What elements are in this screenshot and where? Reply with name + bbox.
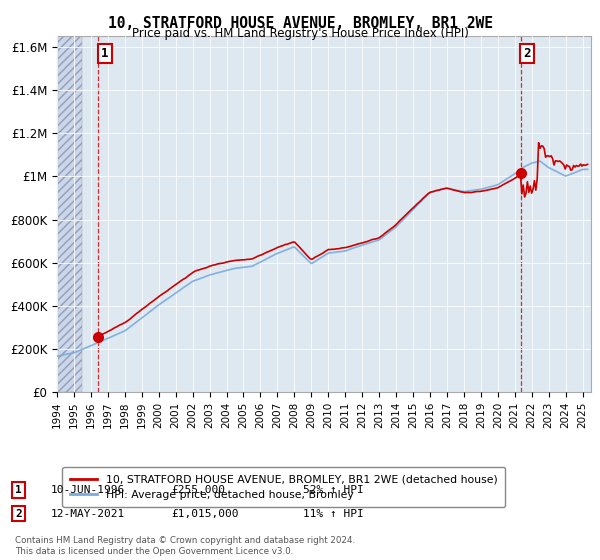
Text: 1: 1 (101, 47, 109, 60)
Legend: 10, STRATFORD HOUSE AVENUE, BROMLEY, BR1 2WE (detached house), HPI: Average pric: 10, STRATFORD HOUSE AVENUE, BROMLEY, BR1… (62, 466, 505, 507)
Text: Price paid vs. HM Land Registry's House Price Index (HPI): Price paid vs. HM Land Registry's House … (131, 27, 469, 40)
Text: £255,000: £255,000 (171, 485, 225, 495)
Text: 1: 1 (15, 485, 22, 495)
Text: 52% ↑ HPI: 52% ↑ HPI (303, 485, 364, 495)
Text: 12-MAY-2021: 12-MAY-2021 (51, 508, 125, 519)
Text: Contains HM Land Registry data © Crown copyright and database right 2024.
This d: Contains HM Land Registry data © Crown c… (15, 536, 355, 556)
Text: 10, STRATFORD HOUSE AVENUE, BROMLEY, BR1 2WE: 10, STRATFORD HOUSE AVENUE, BROMLEY, BR1… (107, 16, 493, 31)
Text: £1,015,000: £1,015,000 (171, 508, 238, 519)
Text: 10-JUN-1996: 10-JUN-1996 (51, 485, 125, 495)
Text: 2: 2 (523, 47, 531, 60)
Text: 2: 2 (15, 508, 22, 519)
Text: 11% ↑ HPI: 11% ↑ HPI (303, 508, 364, 519)
